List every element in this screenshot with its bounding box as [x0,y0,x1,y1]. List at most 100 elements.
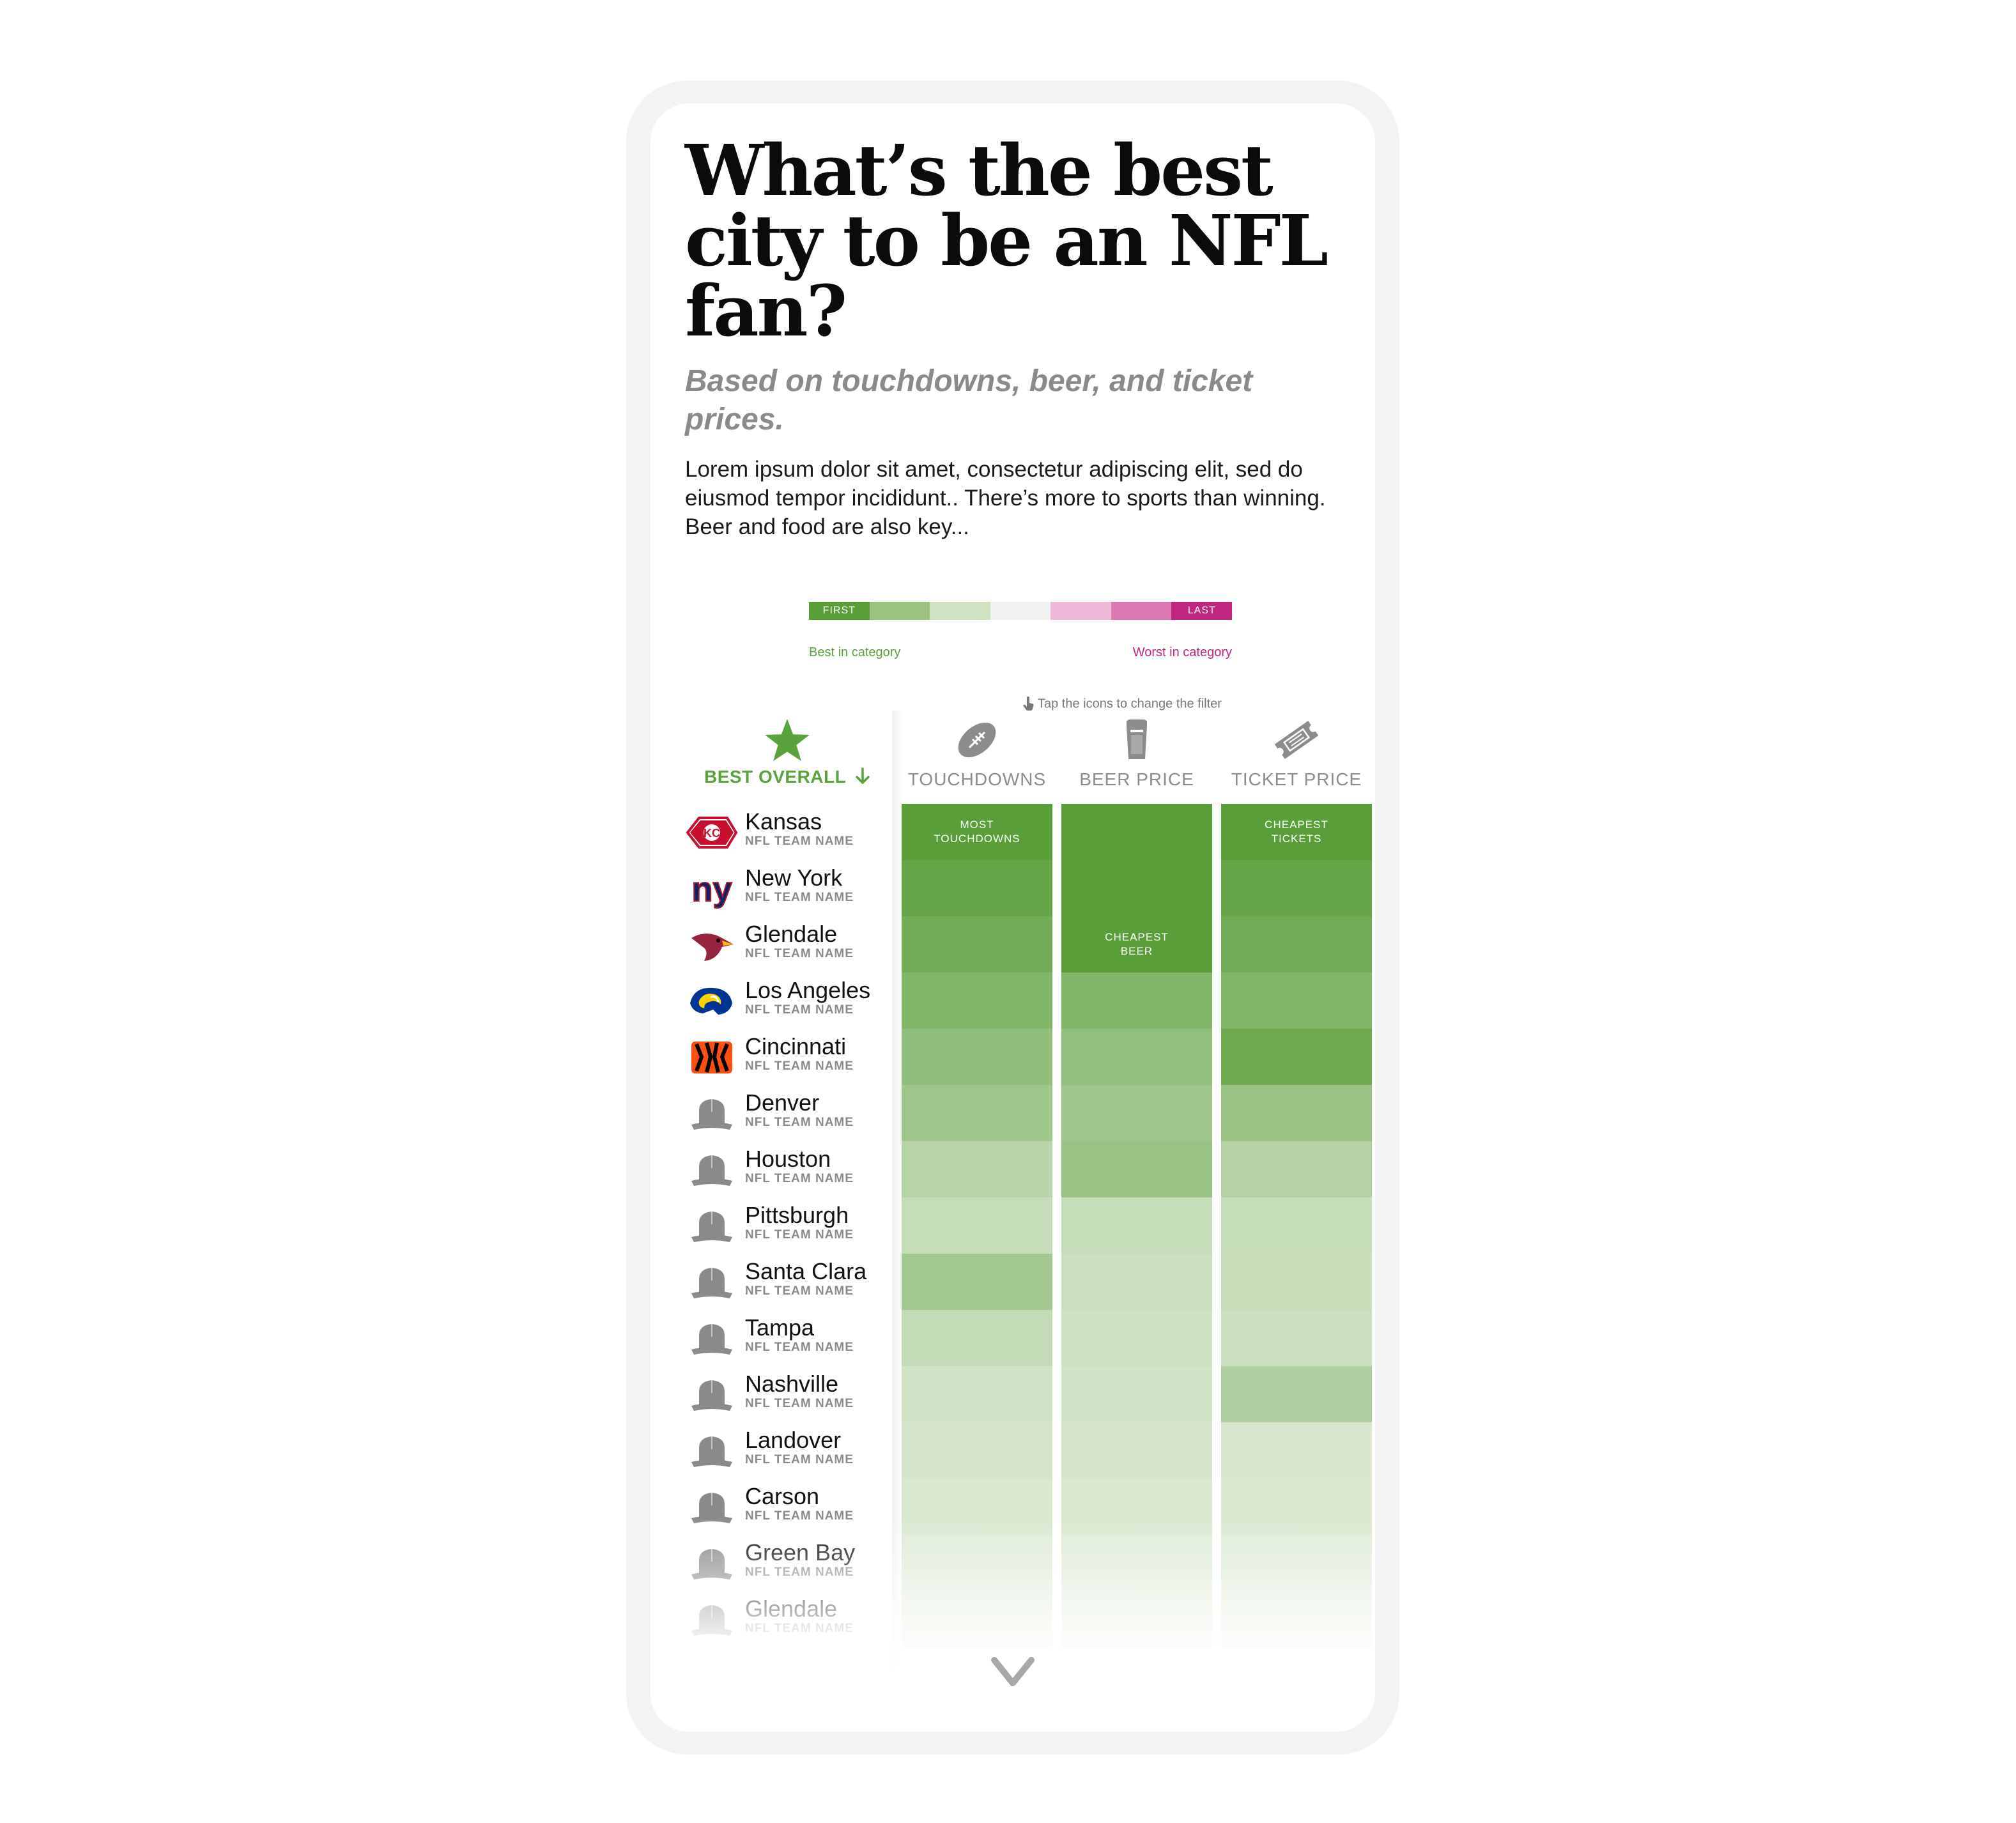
legend-segment [990,602,1051,620]
team-city: Glendale [745,921,838,947]
football-icon [958,722,996,758]
heatmap-cell [902,860,1052,916]
scroll-fade-overlay [650,1516,1375,1732]
legend-best-caption: Best in category [809,645,901,659]
heatmap-cell [1221,1254,1372,1310]
team-name-label: NFL TEAM NAME [745,891,854,904]
team-row[interactable]: Pittsburgh NFL TEAM NAME [685,1203,915,1259]
team-row[interactable]: ny New York NFL TEAM NAME [685,865,915,921]
generic-team-logo-icon [685,1431,739,1471]
color-legend: FIRST LAST Best in category Worst in cat… [809,602,1233,659]
team-city: Houston [745,1146,831,1172]
team-row[interactable]: KC Kansas NFL TEAM NAME [685,809,915,865]
sticky-column-shadow [892,711,904,1732]
legend-segment: FIRST [809,602,870,620]
giants-logo-icon: ny [685,869,739,909]
heatmap-cell [1061,1029,1212,1085]
generic-team-logo-icon [685,1263,739,1302]
team-city: Los Angeles [745,977,871,1003]
intro-text: Lorem ipsum dolor sit amet, consectetur … [685,457,1326,539]
cell-rank-label: CHEAPEST TICKETS [1265,819,1328,845]
legend-worst-caption: Worst in category [1132,645,1232,659]
heatmap-cell [902,1254,1052,1310]
team-city: New York [745,865,843,891]
column-header-ticket-price[interactable]: TICKET PRICE [1221,717,1372,790]
beer-icon [1127,719,1147,759]
heatmap-cell [1061,1366,1212,1422]
legend-segment [1111,602,1172,620]
team-name-label: NFL TEAM NAME [745,1453,854,1466]
legend-last-label: LAST [1187,605,1216,616]
team-row[interactable]: Landover NFL TEAM NAME [685,1427,915,1484]
column-header-touchdowns[interactable]: TOUCHDOWNS [902,717,1052,790]
heatmap-cell [902,1197,1052,1254]
team-name-label: NFL TEAM NAME [745,835,854,848]
team-name-label: NFL TEAM NAME [745,947,854,960]
team-city: Carson [745,1483,820,1509]
generic-team-logo-icon [685,1094,739,1134]
page-title: What’s the best city to be an NFL fan? [685,129,1328,352]
team-city: Denver [745,1089,820,1116]
generic-team-logo-icon [685,1150,739,1190]
heatmap-cell [902,1366,1052,1422]
team-row[interactable]: Nashville NFL TEAM NAME [685,1371,915,1427]
svg-text:KC: KC [704,827,720,840]
team-row[interactable]: Santa Clara NFL TEAM NAME [685,1259,915,1315]
heatmap-cell [902,1422,1052,1479]
team-city: Tampa [745,1314,815,1341]
heatmap-cell: CHEAPEST TICKETS [1221,804,1372,860]
heatmap-cell [1221,1422,1372,1479]
heatmap-cell [1061,1254,1212,1310]
team-row[interactable]: Cincinnati NFL TEAM NAME [685,1034,915,1090]
best-overall-label: BEST OVERALL [685,767,889,787]
team-name-label: NFL TEAM NAME [745,1003,854,1017]
team-row[interactable]: Denver NFL TEAM NAME [685,1090,915,1146]
filter-hint-text: Tap the icons to change the filter [1038,696,1222,711]
heatmap-cell [1061,1085,1212,1141]
column-label-beer-price: BEER PRICE [1079,769,1194,789]
tap-hand-icon [1023,696,1034,711]
generic-team-logo-icon [685,1206,739,1246]
chevron-down-icon[interactable] [990,1656,1035,1688]
arrow-down-icon [856,767,870,784]
heatmap-cell [1221,1310,1372,1366]
generic-team-logo-icon [685,1319,739,1358]
legend-segment [930,602,990,620]
cell-rank-label: MOST TOUCHDOWNS [934,819,1020,845]
heatmap-cell: MOST TOUCHDOWNS [902,804,1052,860]
team-row[interactable]: Los Angeles NFL TEAM NAME [685,978,915,1034]
svg-text:ny: ny [691,870,732,909]
team-name-label: NFL TEAM NAME [745,1397,854,1410]
heatmap-cell [1061,1141,1212,1197]
team-row[interactable]: Tampa NFL TEAM NAME [685,1315,915,1371]
column-label-ticket-price: TICKET PRICE [1231,769,1362,789]
legend-scale-bar: FIRST LAST [809,602,1233,620]
generic-team-logo-icon [685,1375,739,1415]
team-city: Nashville [745,1371,839,1397]
heatmap-cell [902,1085,1052,1141]
heatmap-cell [902,1141,1052,1197]
cardinals-logo-icon [685,925,739,965]
heatmap-cell [1221,1141,1372,1197]
team-name-label: NFL TEAM NAME [745,1059,854,1073]
legend-first-label: FIRST [822,605,856,616]
legend-segment [869,602,930,620]
heatmap-cell [1221,1085,1372,1141]
legend-segment: LAST [1171,602,1233,620]
heatmap-cell: CHEAPEST BEER [1061,916,1212,973]
team-city: Pittsburgh [745,1202,849,1228]
best-overall-header[interactable]: BEST OVERALL [685,717,889,787]
rams-logo-icon [685,981,739,1021]
team-row[interactable]: Houston NFL TEAM NAME [685,1146,915,1203]
heatmap-cell [1061,860,1212,916]
ticket-icon [1274,721,1319,759]
column-header-beer-price[interactable]: BEER PRICE [1061,717,1212,790]
heatmap-cell [902,1310,1052,1366]
bengals-logo-icon [685,1038,739,1077]
team-name-label: NFL TEAM NAME [745,1341,854,1354]
team-name-label: NFL TEAM NAME [745,1228,854,1242]
heatmap-cell [1061,804,1212,860]
heatmap-cell [1061,1310,1212,1366]
cell-rank-label: CHEAPEST BEER [1105,931,1169,957]
